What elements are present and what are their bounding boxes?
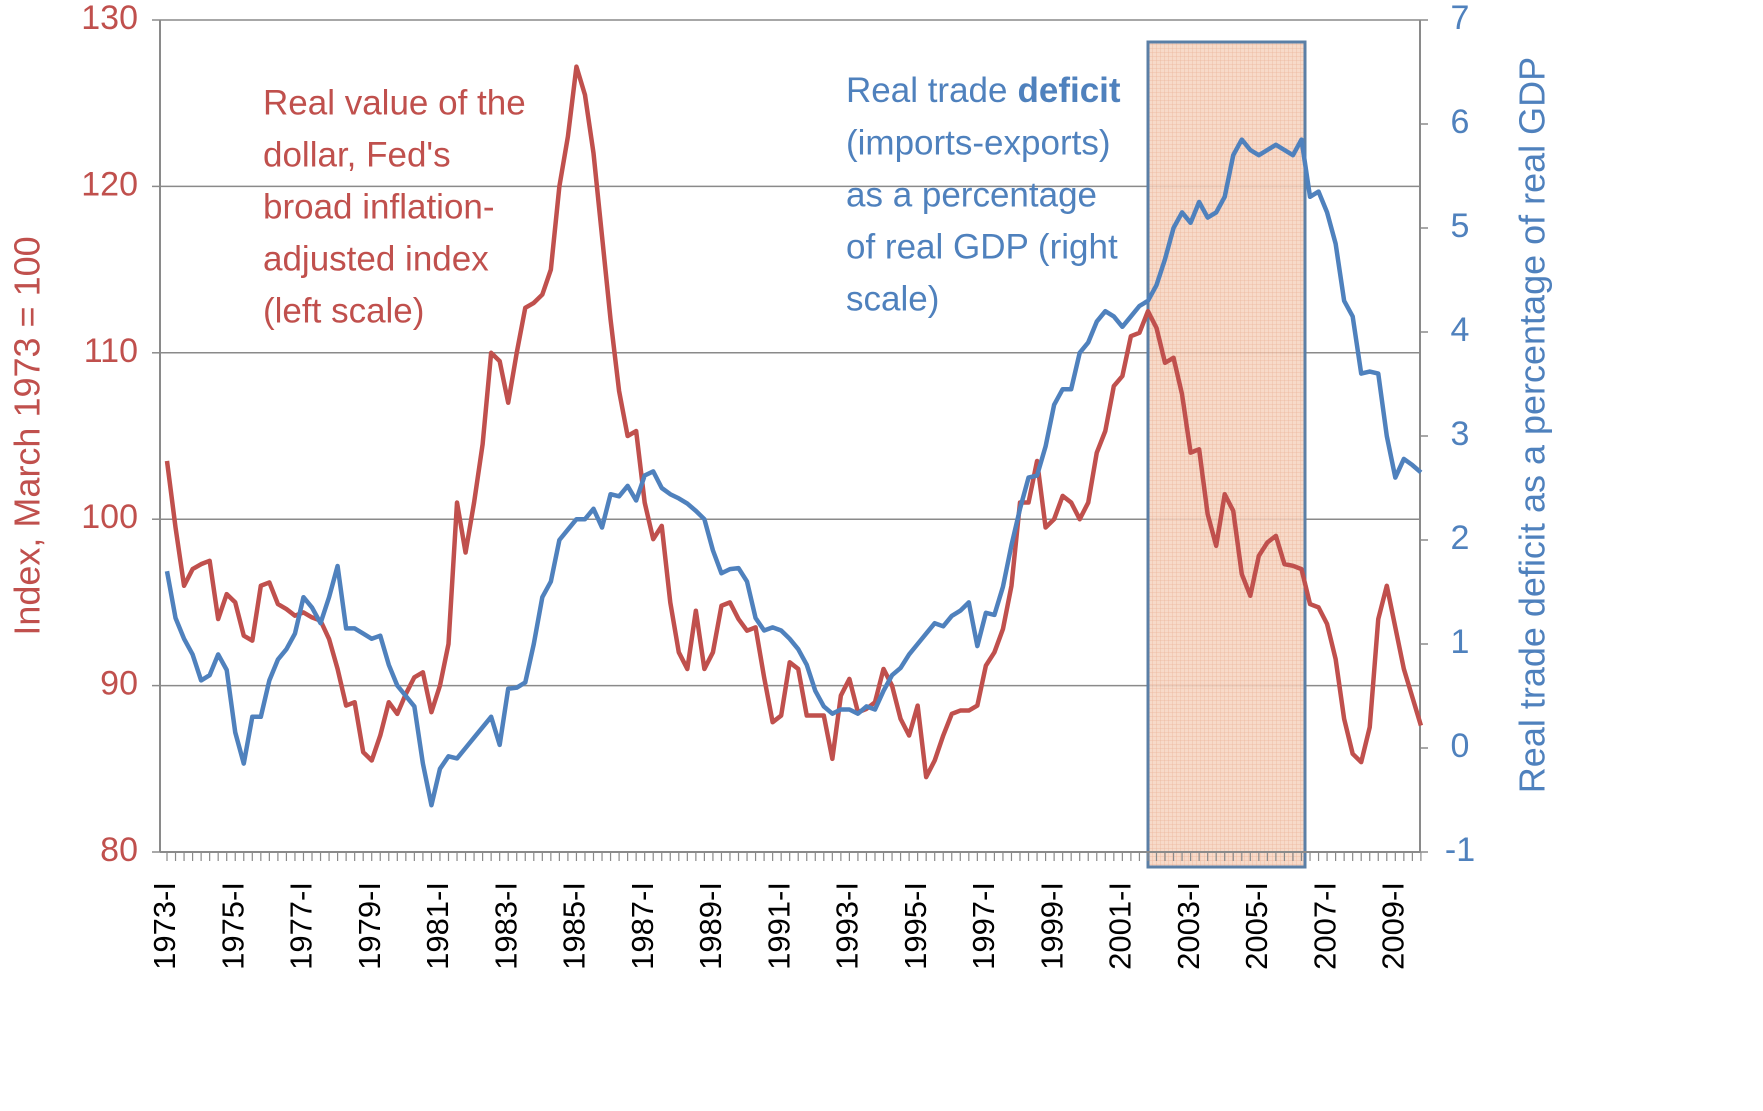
annotation-line: (imports-exports) xyxy=(846,123,1110,162)
y-axis-label: Index, March 1973 = 100 xyxy=(7,236,48,635)
y-tick-label: 130 xyxy=(81,0,138,37)
x-tick-label: 1997-I xyxy=(966,882,1001,970)
y-tick-label: 110 xyxy=(84,332,138,370)
x-tick-label: 2009-I xyxy=(1376,882,1411,970)
x-tick-label: 1979-I xyxy=(352,882,387,970)
y2-tick-label: -1 xyxy=(1445,831,1475,869)
annotation-line: adjusted index xyxy=(263,239,489,278)
x-tick-label: 2001-I xyxy=(1103,882,1138,970)
y-tick-label: 80 xyxy=(100,831,138,869)
x-tick-label: 1985-I xyxy=(557,882,592,970)
y-tick-label: 90 xyxy=(100,665,138,703)
y2-tick-label: 4 xyxy=(1451,311,1470,349)
x-tick-label: 2007-I xyxy=(1307,882,1342,970)
annotation-line: scale) xyxy=(846,279,939,318)
x-tick-label: 2005-I xyxy=(1239,882,1274,970)
x-tick-label: 1975-I xyxy=(215,882,250,970)
annotation-segment: deficit xyxy=(1017,71,1120,110)
x-tick-label: 1973-I xyxy=(147,882,182,970)
series-line xyxy=(164,137,1423,808)
annotation-segment: Real trade xyxy=(846,71,1007,110)
y-tick-label: 100 xyxy=(81,498,138,536)
x-tick-label: 1983-I xyxy=(488,882,523,970)
annotation-line: dollar, Fed's xyxy=(263,135,451,174)
x-tick-label: 1991-I xyxy=(761,882,796,970)
x-tick-label: 1993-I xyxy=(830,882,865,970)
y2-tick-label: 2 xyxy=(1451,519,1470,557)
x-tick-label: 1977-I xyxy=(284,882,319,970)
y-tick-label: 120 xyxy=(81,165,138,203)
highlight-region xyxy=(1146,40,1307,869)
annotation-line: broad inflation- xyxy=(263,187,495,226)
annotation-line: Real value of the xyxy=(263,83,526,122)
y2-tick-label: 0 xyxy=(1451,727,1470,765)
y2-tick-label: 3 xyxy=(1451,415,1470,453)
x-tick-label: 1987-I xyxy=(625,882,660,970)
y2-axis-label: Real trade deficit as a percentage of re… xyxy=(1512,57,1553,793)
x-tick-label: 1999-I xyxy=(1034,882,1069,970)
y2-tick-label: 6 xyxy=(1451,103,1470,141)
x-tick-label: 1981-I xyxy=(420,882,455,970)
annotation-line: (left scale) xyxy=(263,291,424,330)
annotation-line: Real trade deficit xyxy=(846,71,1121,110)
y2-tick-label: 7 xyxy=(1451,0,1470,37)
annotation-line: as a percentage xyxy=(846,175,1097,214)
x-tick-label: 2003-I xyxy=(1171,882,1206,970)
y2-tick-label: 5 xyxy=(1451,207,1470,245)
y2-tick-label: 1 xyxy=(1451,623,1470,661)
series-line xyxy=(164,64,1424,780)
x-tick-label: 1989-I xyxy=(693,882,728,970)
x-tick-label: 1995-I xyxy=(898,882,933,970)
annotation-line: of real GDP (right xyxy=(846,227,1118,266)
